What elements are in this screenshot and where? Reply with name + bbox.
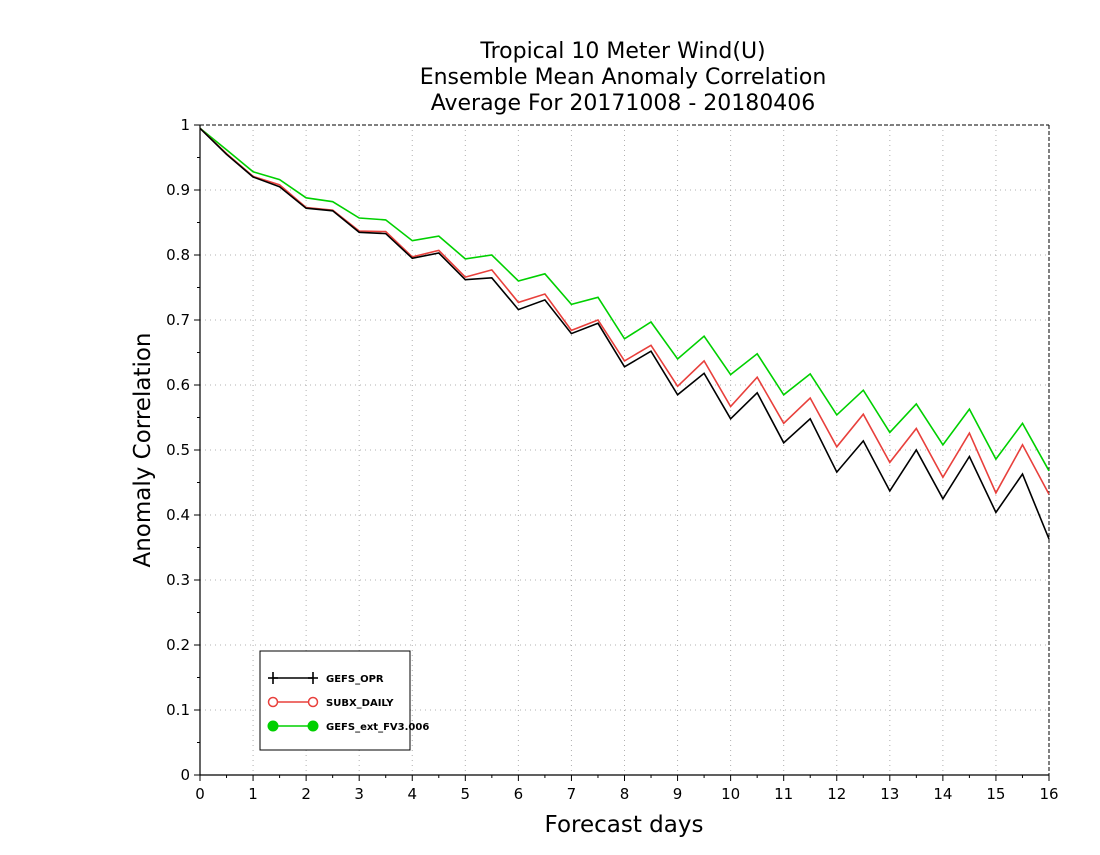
series-line-2 xyxy=(199,127,1050,472)
y-tick-label: 0.2 xyxy=(166,636,190,654)
x-tick-label: 8 xyxy=(620,785,630,803)
x-tick-label: 9 xyxy=(673,785,683,803)
chart-title: Tropical 10 Meter Wind(U) Ensemble Mean … xyxy=(420,39,827,116)
y-tick-label: 0.4 xyxy=(166,506,190,524)
x-tick-label: 3 xyxy=(354,785,364,803)
legend-box xyxy=(259,650,411,751)
x-tick-label: 2 xyxy=(301,785,311,803)
series-line-1 xyxy=(199,127,1050,495)
chart-title-line-2: Ensemble Mean Anomaly Correlation xyxy=(420,65,827,90)
axes-layer: 0 1 2 3 4 5 6 7 8 9 10 11 12 13 14 15 1600.10.20.30.40.5… xyxy=(166,116,1058,803)
legend-marker-circle xyxy=(267,696,279,708)
chart-title-line-3: Average For 20171008 - 20180406 xyxy=(431,91,816,116)
x-tick-label: 4 xyxy=(407,785,417,803)
x-tick-label: 6 xyxy=(514,785,524,803)
legend-label-2: GEFS_ext_FV3.006 xyxy=(326,722,429,733)
legend-marker-dot xyxy=(307,720,319,732)
y-tick-label: 0.5 xyxy=(166,441,190,459)
series-layer xyxy=(199,127,1050,540)
y-axis-label: Anomaly Correlation xyxy=(130,332,156,567)
x-tick-label: 0 xyxy=(195,785,205,803)
legend-marker-dot xyxy=(267,720,279,732)
x-tick-label: 1 xyxy=(248,785,258,803)
legend-marker-circle xyxy=(307,696,319,708)
chart-title-line-1: Tropical 10 Meter Wind(U) xyxy=(479,39,765,64)
x-tick-label: 12 xyxy=(827,785,846,803)
grid-layer xyxy=(200,125,1049,775)
x-tick-label: 13 xyxy=(880,785,899,803)
x-tick-label: 16 xyxy=(1039,785,1058,803)
y-tick-label: 0.6 xyxy=(166,376,190,394)
x-tick-label: 7 xyxy=(567,785,577,803)
y-tick-label: 0.7 xyxy=(166,311,190,329)
y-tick-label: 0.3 xyxy=(166,571,190,589)
y-tick-label: 0 xyxy=(180,766,190,784)
x-tick-label: 5 xyxy=(461,785,471,803)
x-tick-label: 15 xyxy=(986,785,1005,803)
legend-label-0: GEFS_OPR xyxy=(326,674,384,685)
legend-label-1: SUBX_DAILY xyxy=(326,698,394,709)
x-axis-label: Forecast days xyxy=(545,812,704,838)
x-tick-label: 11 xyxy=(774,785,793,803)
series-line-0 xyxy=(199,127,1050,540)
y-tick-label: 0.8 xyxy=(166,246,190,264)
legend: GEFS_OPR SUBX_DAILY GEFS_ext_FV3.006 xyxy=(259,650,429,751)
x-tick-label: 14 xyxy=(933,785,952,803)
y-tick-label: 0.1 xyxy=(166,701,190,719)
y-tick-label: 0.9 xyxy=(166,181,190,199)
y-tick-label: 1 xyxy=(180,116,190,134)
x-tick-label: 10 xyxy=(721,785,740,803)
